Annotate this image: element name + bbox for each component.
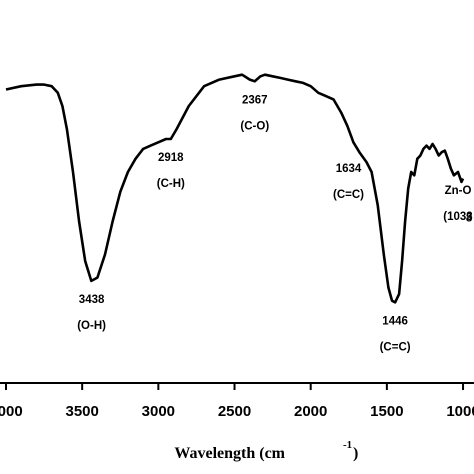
peak-annotation: (1033 xyxy=(443,211,472,223)
x-tick-label: 3000 xyxy=(142,403,175,420)
peak-annotation: (C=C) xyxy=(380,341,411,353)
x-ticks-layer: 4000 3500 3000 2500 2000 1500 1000 xyxy=(0,383,474,420)
x-tick-label: 1500 xyxy=(370,403,403,420)
x-axis-label: Wavelength (cm xyxy=(174,445,285,462)
peak-annotation: (C-H) xyxy=(157,178,185,190)
peak-annotation: 3438 xyxy=(79,294,105,306)
peak-annotation: 1446 xyxy=(382,315,408,327)
x-tick-label: 3500 xyxy=(65,403,98,420)
annotations-layer: 3438 (O-H) 2918 (C-H) 2367 (C-O) 1634 (C=C) 1446… xyxy=(77,94,473,353)
peak-annotation: (C=C) xyxy=(333,189,364,201)
peak-annotation: 8 xyxy=(466,213,473,225)
x-axis-label-close-paren: ) xyxy=(353,445,358,462)
x-tick-label: 2000 xyxy=(294,403,327,420)
peak-annotation: (C-O) xyxy=(240,120,269,132)
peak-annotation: 1634 xyxy=(336,163,362,175)
x-tick-label: 2500 xyxy=(218,403,251,420)
series-line-layer xyxy=(5,73,465,304)
peak-annotation: (O-H) xyxy=(77,320,106,332)
x-tick-label: 1000 xyxy=(446,403,474,420)
peak-annotation: 2367 xyxy=(242,94,268,106)
peak-annotation: Zn-O xyxy=(445,185,472,197)
spectrum-line xyxy=(5,73,465,304)
x-axis-label-superscript: -1 xyxy=(343,439,352,451)
peak-annotation: 2918 xyxy=(158,152,184,164)
x-tick-label: 4000 xyxy=(0,403,23,420)
